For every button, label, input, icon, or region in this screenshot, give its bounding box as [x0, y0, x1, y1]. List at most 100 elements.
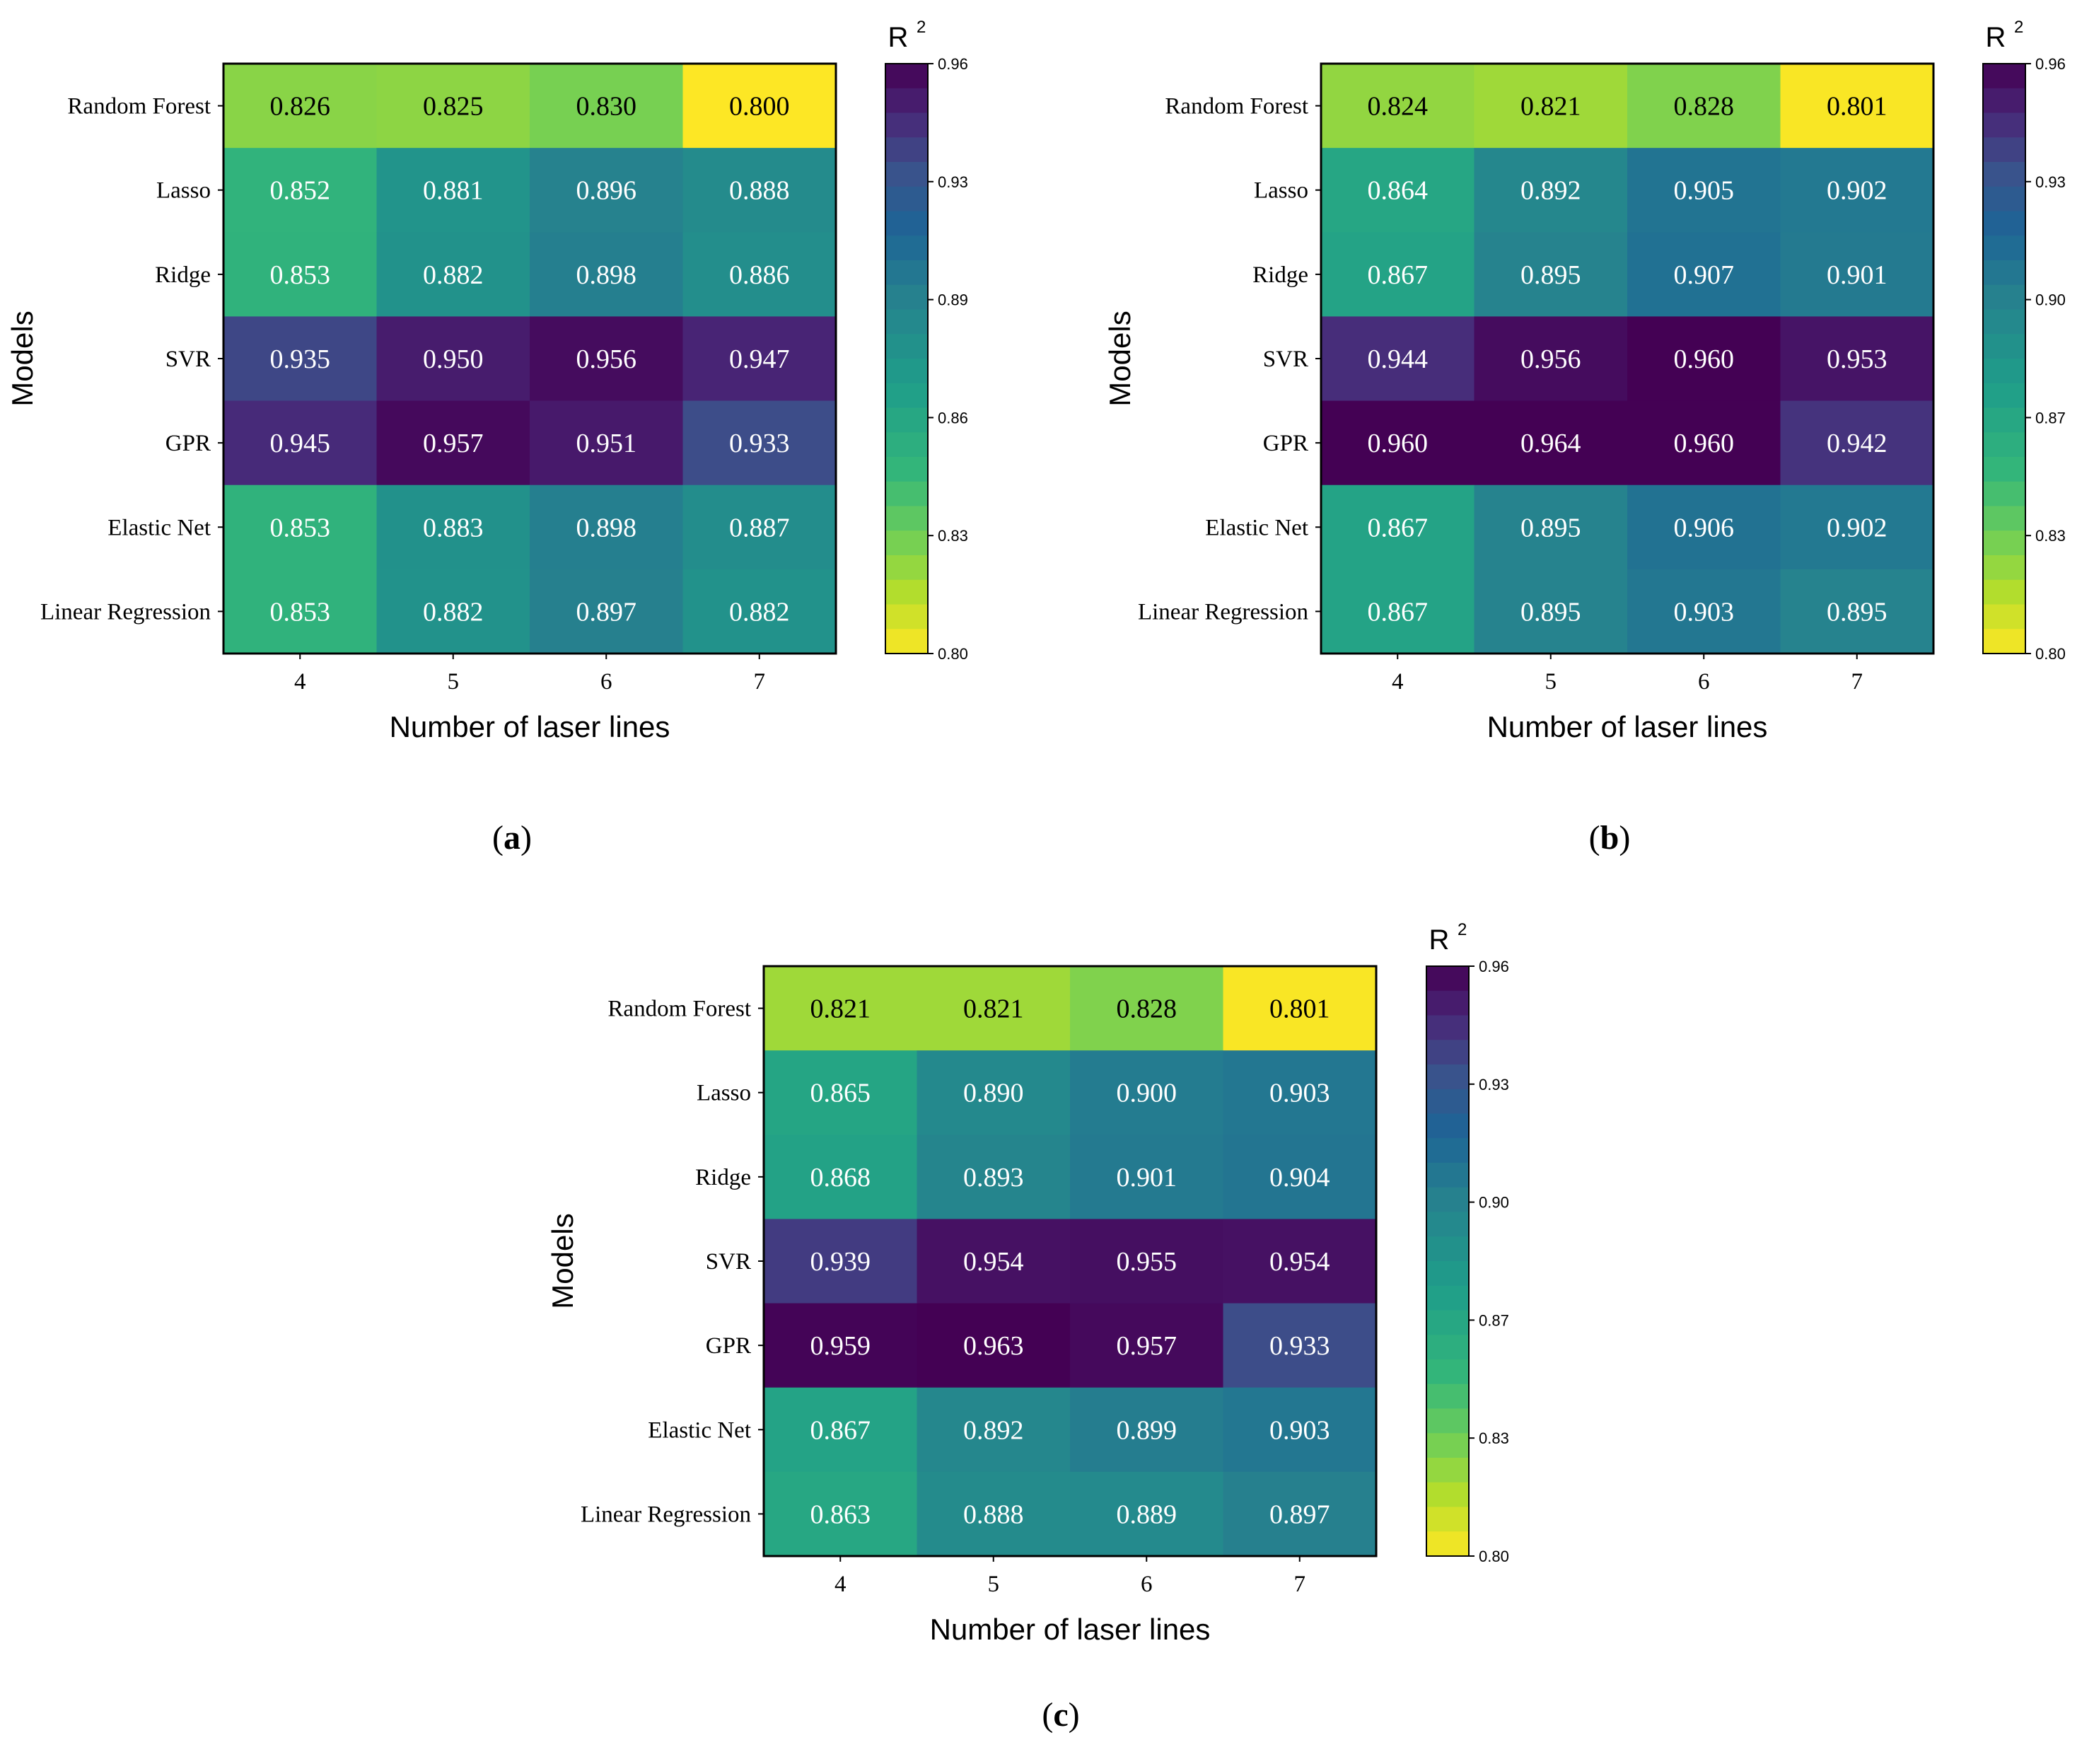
colorbar-tick-label: 0.89 [938, 291, 968, 309]
heatmap-cell [530, 569, 683, 654]
cell-value-label: 0.828 [1117, 994, 1177, 1024]
colorbar-band [1983, 407, 2025, 433]
y-tick-label: GPR [165, 431, 211, 456]
cell-value-label: 0.801 [1269, 994, 1330, 1024]
colorbar-band [885, 359, 928, 384]
x-axis-label: Number of laser lines [390, 710, 670, 743]
colorbar-band [1983, 162, 2025, 187]
heatmap-cell [1070, 1050, 1223, 1135]
heatmap-cell [1780, 64, 1934, 149]
cell-value-label: 0.964 [1520, 429, 1581, 458]
heatmap-cell [1780, 400, 1934, 486]
heatmap-cell [376, 400, 530, 486]
colorbar-band [885, 579, 928, 605]
colorbar-band [1426, 1335, 1469, 1360]
colorbar-frame [1982, 63, 2026, 654]
cell-value-label: 0.953 [1827, 344, 1887, 374]
colorbar-band [1983, 137, 2025, 163]
cell-value-label: 0.867 [810, 1415, 871, 1445]
colorbar-band [1983, 186, 2025, 211]
colorbar-band [1426, 990, 1469, 1016]
colorbar-tick-label: 0.96 [2035, 55, 2066, 73]
x-tick-label: 4 [834, 1572, 847, 1597]
cell-value-label: 0.933 [1269, 1331, 1330, 1361]
y-tick-label: Lasso [1254, 178, 1308, 204]
cell-value-label: 0.933 [729, 429, 790, 458]
heatmap-cell [917, 1219, 1071, 1304]
heatmap-cell [1627, 64, 1781, 149]
colorbar-band [885, 309, 928, 335]
cell-value-label: 0.904 [1269, 1163, 1330, 1193]
cell-value-label: 0.892 [1520, 176, 1581, 206]
cell-value-label: 0.897 [1269, 1499, 1330, 1529]
colorbar-band [1983, 334, 2025, 359]
cell-value-label: 0.867 [1368, 513, 1429, 542]
heatmap-cell [917, 1135, 1071, 1219]
cell-value-label: 0.905 [1674, 176, 1735, 206]
colorbar-band [1426, 1040, 1469, 1065]
colorbar-band [1983, 236, 2025, 261]
cell-value-label: 0.830 [576, 92, 637, 122]
cell-value-label: 0.903 [1269, 1415, 1330, 1445]
heatmap-cell [682, 484, 837, 570]
colorbar-band [1983, 629, 2025, 654]
cell-value-label: 0.867 [1368, 260, 1429, 290]
colorbar-band [1983, 284, 2025, 310]
colorbar-band [885, 432, 928, 458]
heatmap-cell [223, 148, 377, 233]
cell-value-label: 0.828 [1674, 92, 1735, 122]
heatmap-cell [376, 569, 530, 654]
x-tick-label: 4 [1392, 669, 1404, 695]
cell-value-label: 0.853 [270, 260, 331, 290]
cell-value-label: 0.900 [1117, 1079, 1177, 1108]
heatmap-cell [1474, 232, 1628, 317]
cell-value-label: 0.889 [1117, 1499, 1177, 1529]
cell-value-label: 0.954 [963, 1247, 1024, 1277]
colorbar-tick-label: 0.90 [2035, 291, 2066, 309]
heatmap-cell [1474, 148, 1628, 233]
cell-value-label: 0.898 [576, 513, 637, 542]
cell-value-label: 0.864 [1368, 176, 1429, 206]
y-tick-label: Random Forest [607, 997, 751, 1022]
heatmap-cell [682, 148, 837, 233]
heatmap-cell [1627, 148, 1781, 233]
heatmap-cell [764, 1135, 917, 1219]
cell-value-label: 0.951 [576, 429, 637, 458]
colorbar-band [885, 260, 928, 286]
colorbar-band [885, 284, 928, 310]
heatmap-cell [917, 1050, 1071, 1135]
colorbar-band [1426, 1359, 1469, 1385]
colorbar-tick-label: 0.93 [2035, 173, 2066, 191]
heatmap-cell [1223, 1471, 1377, 1557]
cell-value-label: 0.939 [810, 1247, 871, 1277]
cell-value-label: 0.882 [729, 597, 790, 627]
heatmap-cell [1780, 484, 1934, 570]
colorbar-band [1426, 1236, 1469, 1262]
cell-value-label: 0.944 [1368, 344, 1429, 374]
colorbar-title-superscript: 2 [2014, 18, 2023, 37]
heatmap-cell [223, 400, 377, 486]
heatmap-cell [1627, 316, 1781, 402]
heatmap-cell [376, 232, 530, 317]
colorbar-band [885, 236, 928, 261]
colorbar-band [1426, 1187, 1469, 1212]
colorbar-band [885, 211, 928, 236]
cell-value-label: 0.950 [423, 344, 484, 374]
cell-value-label: 0.907 [1674, 260, 1735, 290]
colorbar-band [885, 88, 928, 113]
colorbar-tick-label: 0.83 [938, 527, 968, 545]
colorbar-band [885, 530, 928, 556]
cell-value-label: 0.959 [810, 1331, 871, 1361]
y-tick-label: GPR [1263, 431, 1308, 456]
colorbar-title: R [1986, 22, 2006, 53]
y-tick-label: Linear Regression [1138, 599, 1308, 625]
heatmap-cell [1321, 64, 1474, 149]
heatmap-cell [223, 484, 377, 570]
colorbar-band [1426, 1015, 1469, 1040]
colorbar-tick-label: 0.86 [938, 409, 968, 427]
colorbar-band [1426, 1212, 1469, 1237]
x-tick-label: 7 [1294, 1572, 1306, 1597]
heatmap-cell [1070, 1135, 1223, 1219]
heatmap-cell [1474, 569, 1628, 654]
y-tick-label: Linear Regression [581, 1502, 751, 1527]
